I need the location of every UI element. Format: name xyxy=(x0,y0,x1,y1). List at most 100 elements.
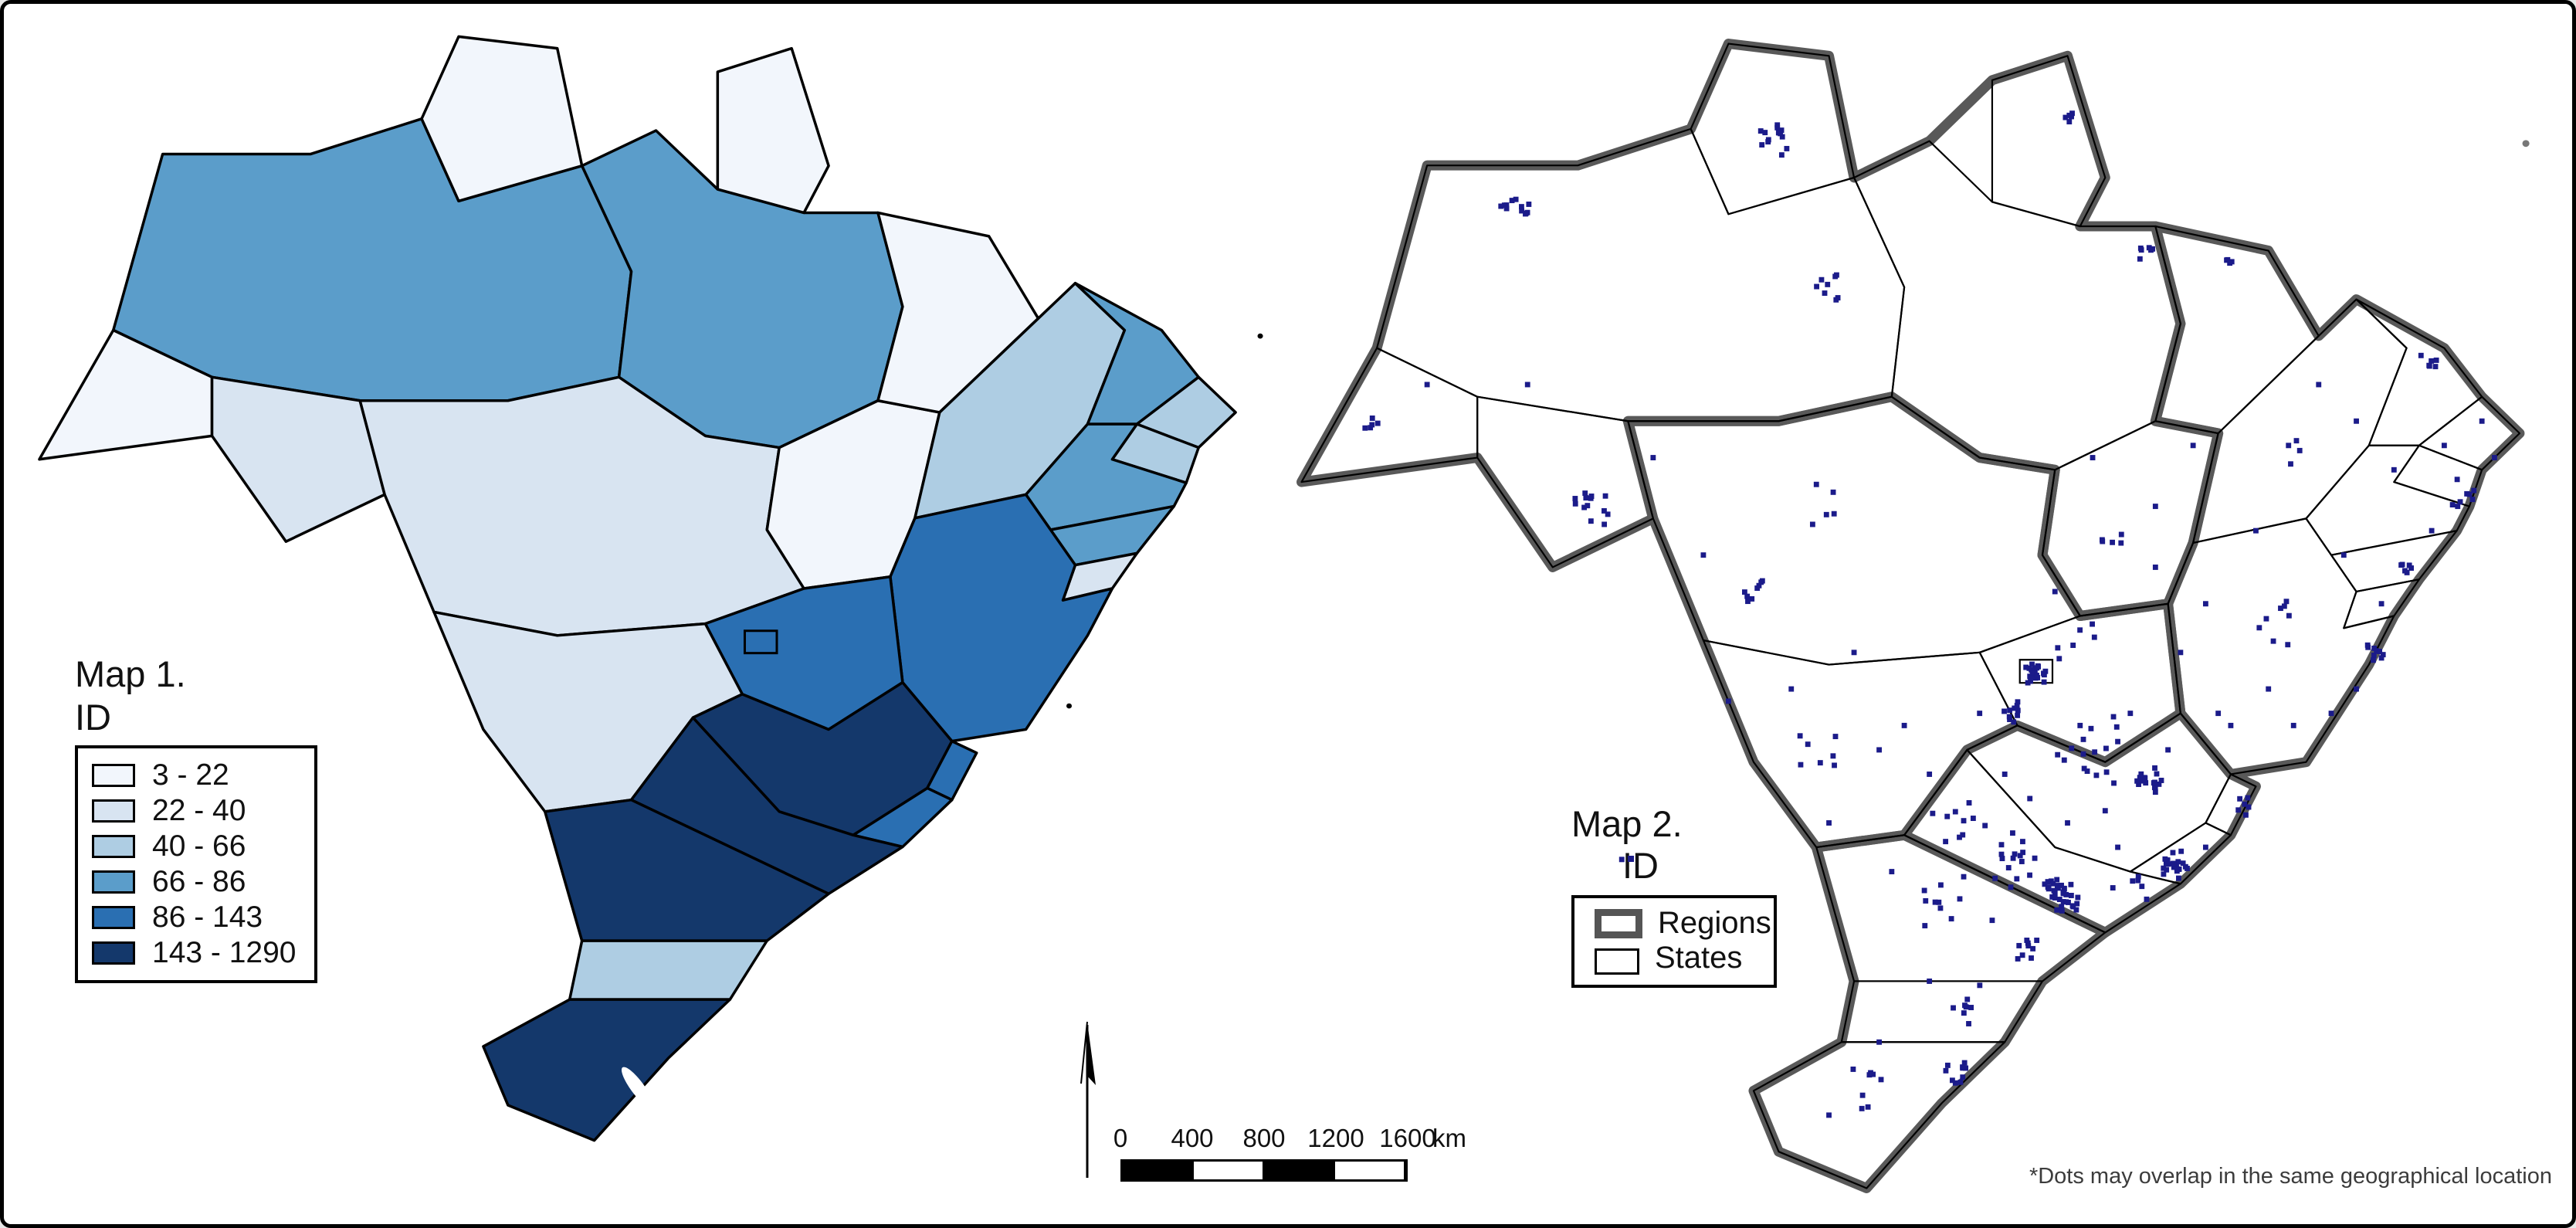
data-dot xyxy=(2285,642,2291,648)
data-dot xyxy=(1809,521,1815,527)
data-dot xyxy=(2062,114,2069,120)
map2-state-border-DF xyxy=(2020,660,2052,683)
data-dot xyxy=(2054,877,2060,883)
data-dot xyxy=(2137,256,2143,262)
data-dot xyxy=(2056,897,2062,902)
scale-segment-0-400 xyxy=(1123,1162,1192,1179)
map2-legend-box: Regions States xyxy=(1571,895,1777,988)
data-dot xyxy=(2059,907,2065,914)
data-dot xyxy=(2253,527,2259,534)
scale-segment-400-800 xyxy=(1191,1162,1264,1179)
map1-state-AP xyxy=(717,49,829,213)
data-dot xyxy=(2178,848,2185,854)
data-dot xyxy=(1936,899,1942,905)
map2-state-border-RS xyxy=(1754,1042,2005,1188)
data-dot xyxy=(1961,1010,1967,1016)
map1-legend-swatch xyxy=(92,870,135,894)
data-dot xyxy=(2068,893,2074,898)
data-dot xyxy=(1362,425,1368,431)
data-dot xyxy=(1850,1066,1856,1072)
data-dot xyxy=(1960,832,1966,838)
data-dot xyxy=(2015,955,2021,962)
data-dot xyxy=(2243,812,2249,818)
data-dot xyxy=(2029,670,2035,676)
data-dot xyxy=(2391,466,2397,473)
data-dot xyxy=(2054,907,2060,913)
data-dot xyxy=(2060,899,2066,904)
data-dot xyxy=(1581,504,1587,511)
data-dot xyxy=(2027,795,2033,802)
data-dot xyxy=(2163,860,2169,867)
data-dot xyxy=(2091,634,2097,640)
data-dot xyxy=(1859,1105,1865,1111)
data-dot xyxy=(2137,775,2143,781)
data-dot xyxy=(2151,780,2157,786)
data-dot xyxy=(1952,809,1958,815)
data-dot xyxy=(1832,734,1839,740)
data-dot xyxy=(2073,907,2079,913)
data-dot xyxy=(2492,455,2497,461)
data-dot xyxy=(2019,952,2025,958)
data-dot xyxy=(2143,780,2149,786)
scale-bar: 0 400 800 1200 1600 km xyxy=(1113,1124,1466,1186)
data-dot xyxy=(1938,882,1944,888)
data-dot xyxy=(1968,1005,1974,1010)
data-dot xyxy=(2215,711,2222,717)
data-dot xyxy=(2202,601,2208,607)
data-dot xyxy=(2138,247,2144,253)
data-dot xyxy=(2006,714,2012,720)
data-dot xyxy=(1754,585,1761,592)
data-dot xyxy=(1964,996,1971,1002)
data-dot xyxy=(1700,552,1707,558)
data-dot xyxy=(1526,202,1532,207)
data-dot xyxy=(1583,495,1589,501)
scale-segment-800-1200 xyxy=(1264,1162,1334,1179)
map1-legend-swatch xyxy=(92,799,135,823)
map1-choropleth-svg xyxy=(15,13,1263,1164)
data-dot xyxy=(1788,686,1795,692)
data-dot xyxy=(2050,880,2056,887)
map2-state-fill-RO xyxy=(1477,396,1653,568)
data-dot xyxy=(2018,859,2025,864)
data-dot xyxy=(1876,747,1882,753)
data-dot xyxy=(2263,616,2269,622)
map2-title: Map 2. xyxy=(1571,803,1683,844)
data-dot xyxy=(2110,539,2115,545)
data-dot xyxy=(2012,851,2018,857)
data-dot xyxy=(2066,119,2073,125)
data-dot xyxy=(1957,1079,1964,1085)
data-dot xyxy=(1779,134,1785,140)
map1-subtitle: ID xyxy=(75,697,111,738)
data-dot xyxy=(2354,418,2359,424)
data-dot xyxy=(1650,455,1656,461)
data-dot xyxy=(2118,540,2124,546)
data-dot xyxy=(2378,655,2384,661)
data-dot xyxy=(2469,497,2476,503)
data-dot xyxy=(2432,364,2439,370)
data-dot xyxy=(1797,733,1803,739)
data-dot xyxy=(1851,650,1857,656)
data-dot xyxy=(1943,1067,1949,1074)
data-dot xyxy=(1944,813,1951,819)
data-dot xyxy=(2077,627,2083,633)
data-dot xyxy=(1582,490,1588,497)
data-dot xyxy=(1977,982,1983,989)
map2-state-fill-PR xyxy=(1816,835,2106,982)
map2-state-fill-MT xyxy=(1628,396,2080,665)
map2-state-fill-CE xyxy=(2356,299,2483,446)
data-dot xyxy=(1889,869,1895,875)
data-dot xyxy=(2016,942,2022,948)
scale-tick-label: 1200 xyxy=(1307,1124,1364,1152)
data-dot xyxy=(2377,649,2383,655)
map2-legend-swatch-regions xyxy=(1595,908,1642,938)
data-dot xyxy=(2005,865,2012,870)
data-dot xyxy=(1805,741,1811,748)
map1-lagoon xyxy=(621,1067,654,1108)
map2-legend: Map 2. ID Regions States xyxy=(1571,804,1777,988)
data-dot xyxy=(1524,382,1530,388)
map1-legend-label: 86 - 143 xyxy=(152,901,263,934)
data-dot xyxy=(2092,749,2098,755)
data-dot xyxy=(2032,855,2038,861)
map2-dots-layer xyxy=(1362,110,2497,1118)
data-dot xyxy=(2454,477,2460,483)
